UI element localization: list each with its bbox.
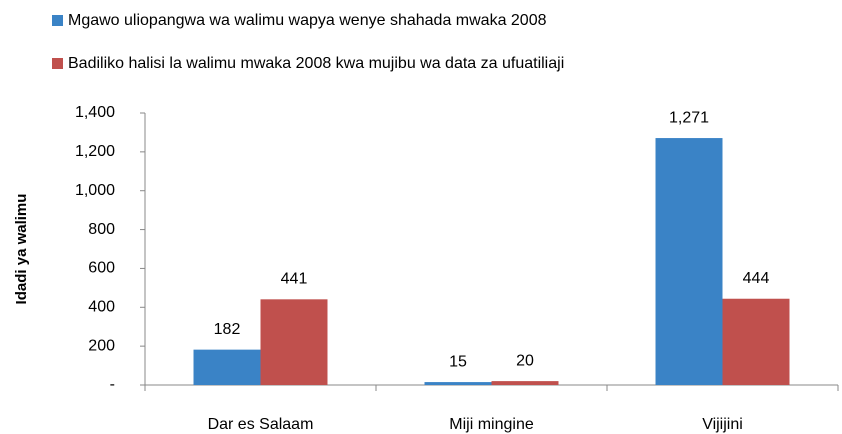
- data-label: 15: [449, 353, 467, 370]
- y-axis-label: Idadi ya walimu: [13, 194, 30, 305]
- legend-swatch: [52, 58, 63, 69]
- y-tick-label: 1,200: [75, 143, 115, 160]
- bar: [491, 381, 559, 385]
- data-label: 182: [214, 321, 241, 338]
- bar: [193, 349, 261, 385]
- legend-label: Badiliko halisi la walimu mwaka 2008 kwa…: [68, 55, 564, 72]
- bar: [424, 382, 492, 385]
- bar: [260, 299, 328, 385]
- legend-swatch: [52, 15, 63, 26]
- y-tick-label: 800: [88, 221, 115, 238]
- y-tick-label: 600: [88, 260, 115, 277]
- x-tick-label: Miji mingine: [449, 416, 534, 433]
- bar: [655, 138, 723, 385]
- y-tick-label: 1,400: [75, 104, 115, 121]
- data-label: 20: [516, 352, 534, 369]
- legend-label: Mgawo uliopangwa wa walimu wapya wenye s…: [68, 12, 547, 29]
- y-tick-label: -: [110, 376, 115, 393]
- bar: [722, 298, 790, 385]
- x-tick-label: Vijijini: [702, 416, 743, 433]
- y-tick-label: 200: [88, 337, 115, 354]
- data-label: 444: [743, 270, 770, 287]
- x-tick-label: Dar es Salaam: [208, 416, 314, 433]
- data-label: 441: [281, 271, 308, 288]
- y-tick-label: 400: [88, 299, 115, 316]
- data-label: 1,271: [669, 109, 709, 126]
- y-tick-label: 1,000: [75, 182, 115, 199]
